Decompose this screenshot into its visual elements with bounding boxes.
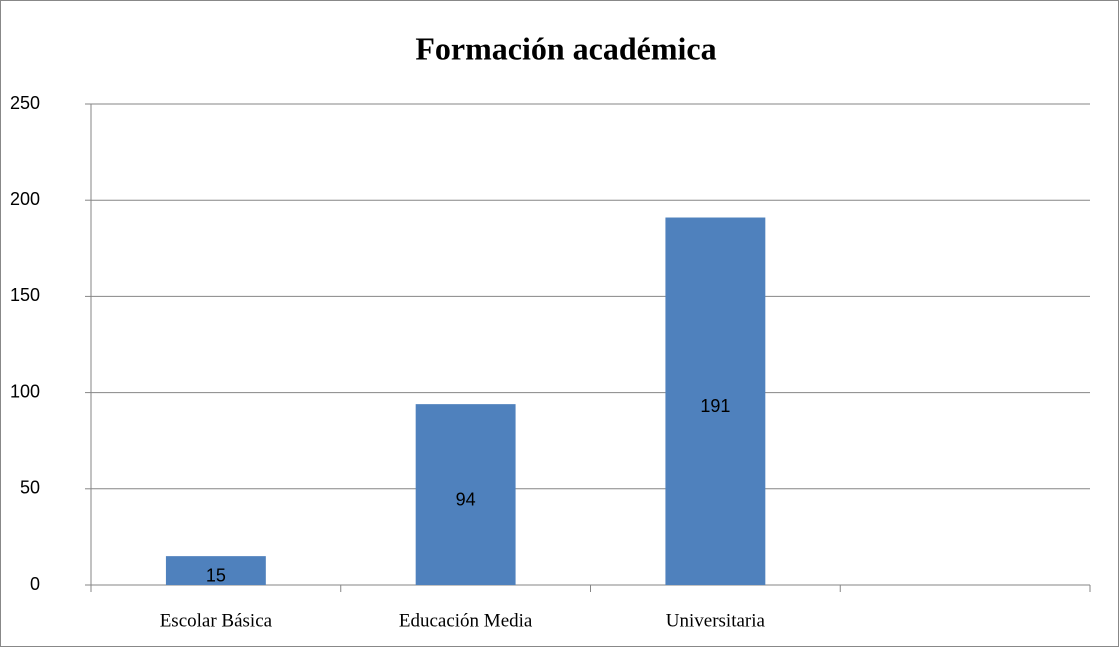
data-label: 94 <box>456 489 476 509</box>
x-tick-label: Educación Media <box>399 610 533 631</box>
data-label: 15 <box>206 565 226 585</box>
bar <box>165 556 266 585</box>
y-tick-label: 50 <box>20 478 40 498</box>
y-tick-label: 0 <box>30 574 40 594</box>
y-tick-label: 150 <box>10 285 40 305</box>
data-label: 191 <box>700 396 730 416</box>
y-tick-label: 100 <box>10 381 40 401</box>
chart-title: Formación académica <box>415 30 716 66</box>
y-tick-label: 250 <box>10 93 40 113</box>
y-tick-label: 200 <box>10 189 40 209</box>
x-tick-label: Escolar Básica <box>160 610 273 631</box>
x-tick-label: Universitaria <box>666 610 766 631</box>
bar <box>665 217 766 586</box>
bar <box>415 404 516 585</box>
